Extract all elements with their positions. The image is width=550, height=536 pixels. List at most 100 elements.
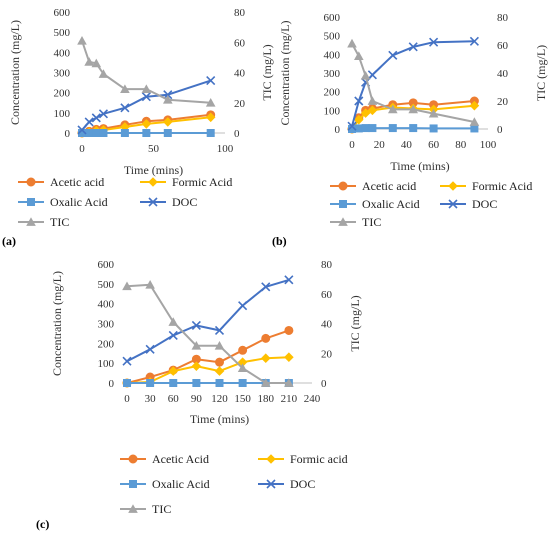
panel-1-data-point-tic [91,58,102,68]
panel-1-data-point-formic-acid [141,119,152,129]
panel-2-x-axis-title: Time (mins) [390,159,449,173]
panel-2-x-tick-label: 100 [480,139,497,151]
panel-3-y-left-tick-label: 100 [98,358,115,370]
panel-1-legend-oxalic-acid-label: Oxalic Acid [50,195,108,209]
panel-1-data-point-formic-acid [120,122,130,132]
panel-2-data-point-formic-acid [360,108,371,118]
panel-2-data-point-doc [388,50,398,60]
panel-2-y-left-tick-label: 600 [324,12,341,24]
panel-2-y-left-tick-label: 500 [324,31,341,43]
panel-3-data-point-formic-acid [214,366,225,376]
panel-3-y-right-tick-label: 40 [321,319,333,331]
panel-3-y-left-tick-label: 0 [109,378,115,390]
panel-3-data-point-doc [145,344,155,354]
panel-3-data-point-tic [260,378,271,387]
panel-3-legend-oxalic-acid-label: Oxalic Acid [152,477,210,491]
panel-1-legend-tic-label: TIC [50,215,69,229]
panel-2-legend-acetic-acid-marker [338,181,348,191]
panel-3-y-left-tick-label: 300 [98,319,115,331]
panel-3-x-axis-title: Time (mins) [190,412,249,426]
panel-3-legend-acetic-acid-marker [128,454,138,464]
panel-3-label: (c) [36,517,49,531]
panel-1-y-right-axis-title: TIC (mg/L) [260,44,274,100]
panel-1-y-right-tick-label: 0 [234,128,240,140]
panel-2-legend-tic-label: TIC [362,215,381,229]
panel-2-data-point-tic [360,71,371,80]
panel-3-series-line-tic [126,283,289,384]
panel-1-legend-doc-marker [148,197,158,207]
panel-1-legend-oxalic-acid-marker [27,198,35,206]
panel-2-y-right-axis-title: TIC (mg/L) [534,45,548,101]
panel-1-data-point-oxalic-acid [85,129,94,137]
panel-2-x-tick-label: 20 [374,139,386,151]
panel-3-data-point-formic-acid [191,361,202,371]
panel-3-data-point-doc [168,330,178,340]
panel-1-data-point-doc [141,92,151,102]
panel-3-legend-formic-acid-label: Formic acid [290,452,348,466]
panel-2-y-right-tick-label: 60 [497,40,509,52]
panel-1-data-point-tic [205,97,216,107]
panel-2-legend-acetic-acid-label: Acetic acid [362,179,416,193]
panel-3-y-right-axis-title: TIC (mg/L) [348,295,362,351]
panel-2-x-tick-label: 40 [401,139,413,151]
panel-1-x-tick-label: 100 [217,143,234,155]
panel-1-data-point-tic [84,57,94,66]
panel-2-data-point-doc [408,42,418,52]
panel-3-data-point-tic [122,281,132,291]
panel-2-label: (b) [272,234,287,248]
panel-2-x-tick-label: 60 [428,139,440,151]
panel-1-data-point-doc [120,103,130,113]
panel-2-data-point-formic-acid [469,100,480,111]
panel-2-y-left-tick-label: 400 [324,49,341,61]
panel-3-data-point-oxalic-acid [215,379,224,387]
panel-3-data-point-tic [237,363,248,372]
panel-1-legend-acetic-acid-marker [26,177,36,187]
panel-3-data-point-tic [145,280,155,289]
panel-3-x-tick-label: 180 [258,393,275,405]
panel-3-x-tick-label: 210 [281,393,298,405]
panel-2-legend-formic-acid-marker [448,181,458,191]
panel-2-y-right-tick-label: 0 [497,124,503,136]
panel-3-data-point-oxalic-acid [192,379,201,387]
panel-1-data-point-oxalic-acid [206,129,215,137]
panel-2-data-point-tic [469,117,480,126]
panel-1-data-point-oxalic-acid [92,129,101,137]
panel-2-x-tick-label: 80 [455,139,467,151]
panel-2-y-left-axis-title: Concentration (mg/L) [278,21,292,126]
panel-3-data-point-acetic-acid [215,357,224,367]
panel-3-data-point-acetic-acid [261,333,271,343]
panel-2-legend-doc-label: DOC [472,197,497,211]
panel-3-data-point-doc [238,301,248,311]
panel-3-x-tick-label: 30 [145,393,157,405]
panel-1-y-left-tick-label: 200 [54,88,71,100]
panel-1-y-right-tick-label: 40 [234,68,246,80]
panel-2-data-point-oxalic-acid [470,124,479,133]
panel-1-y-right-tick-label: 80 [234,7,246,19]
panel-2-data-point-tic [354,51,364,61]
panel-3-data-point-formic-acid [284,352,294,363]
panel-2-data-point-formic-acid [367,105,378,116]
panel-1-y-left-tick-label: 500 [54,27,71,39]
panel-1-legend-doc-label: DOC [172,195,197,209]
panel-3-y-left-tick-label: 200 [98,338,115,350]
panel-3-data-point-formic-acid [237,357,248,367]
panel-3-x-tick-label: 0 [124,393,130,405]
panel-1-legend-tic-marker [26,217,36,226]
panel-3-y-right-tick-label: 80 [321,259,333,271]
panel-2-data-point-doc [429,37,439,47]
panel-1-data-point-doc [77,125,87,135]
panel-3-y-left-axis-title: Concentration (mg/L) [50,271,64,376]
panel-1-legend-acetic-acid-label: Acetic acid [50,175,104,189]
panel-2-y-right-tick-label: 40 [497,68,509,80]
panel-2-legend-doc-marker [448,199,458,209]
panel-3-x-tick-label: 120 [211,393,228,405]
panel-3-data-point-doc [284,275,294,285]
panel-3-data-point-doc [261,282,271,292]
panel-1-y-left-tick-label: 400 [54,47,71,59]
panel-3-data-point-formic-acid [260,353,271,364]
panel-1-data-point-tic [77,35,87,45]
panel-3-y-left-tick-label: 500 [98,279,115,291]
panel-1-data-point-oxalic-acid [142,129,151,137]
panel-3-data-point-acetic-acid [284,325,294,335]
